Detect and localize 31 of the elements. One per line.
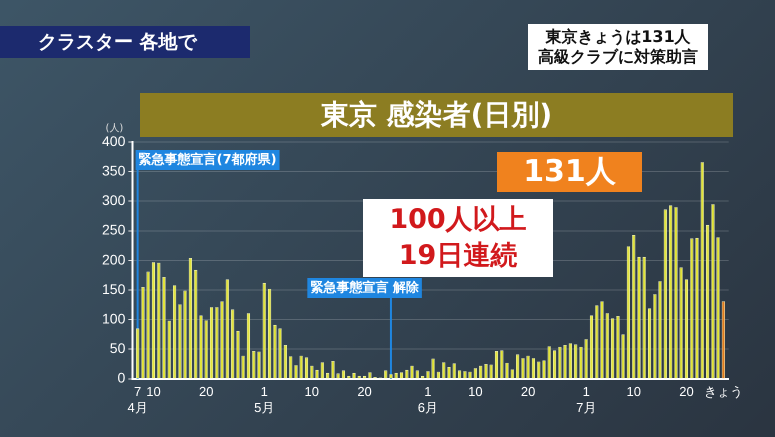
text: クラスター 各地で — [0, 26, 250, 58]
y-axis-title: (人) — [105, 123, 124, 134]
x-tick-label: 10 — [304, 384, 320, 400]
y-tick-label: 0 — [118, 370, 126, 386]
x-tick-label: きょう — [704, 384, 743, 400]
x-tick-label: 20 — [357, 384, 372, 400]
ref-line-label: 緊急事態宣言 解除 — [310, 279, 420, 296]
x-tick-label: 10 — [468, 384, 483, 400]
x-tick-label: 1 7月 — [576, 384, 596, 415]
y-tick-label: 200 — [102, 251, 126, 268]
y-tick-label: 300 — [102, 192, 126, 208]
x-tick-label: 1 5月 — [254, 384, 274, 415]
x-tick-label: 20 — [199, 384, 214, 400]
y-tick-label: 250 — [102, 222, 126, 238]
x-tick-label: 7 4月 — [128, 384, 148, 415]
ref-line-label: 緊急事態宣言(7都府県) — [138, 151, 277, 168]
x-tick-label: 10 — [626, 384, 641, 400]
y-tick-label: 150 — [102, 280, 126, 297]
annotation: 131人 — [497, 152, 642, 192]
y-tick-label: 350 — [102, 162, 126, 178]
x-tick-label: 1 6月 — [418, 384, 438, 415]
x-tick-label: 10 — [146, 384, 161, 400]
y-tick-label: 400 — [102, 132, 126, 149]
text: 高級クラブに対策助言 — [538, 47, 698, 67]
x-tick-label: 20 — [679, 384, 694, 400]
y-tick-label: 100 — [102, 310, 126, 326]
chart-title: 東京 感染者(日別) — [140, 93, 733, 137]
text: 東京きょうは131人 — [544, 27, 692, 47]
x-tick-label: 20 — [520, 384, 536, 400]
y-tick-label: 50 — [110, 340, 126, 356]
annotation: 100人以上 19日連続 — [363, 199, 553, 277]
